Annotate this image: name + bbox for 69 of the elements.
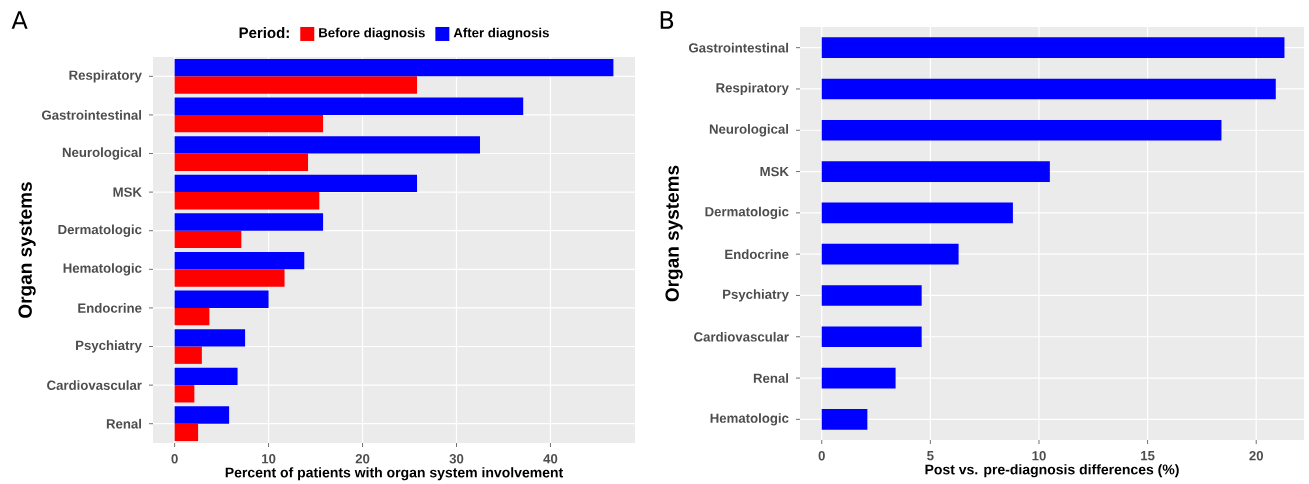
y-tick-label: MSK [113,187,142,197]
bar [821,409,868,430]
y-axis-title: Organ systems [18,182,36,318]
y-tick-label: Dermatologic [58,224,142,237]
bar [174,114,324,133]
bar [174,174,418,193]
bar [174,367,238,386]
bar [174,385,195,403]
bar [821,161,1050,182]
bar [174,192,320,210]
bar [821,119,1222,141]
bar [174,251,305,270]
y-tick-label: Gastrointestinal [688,42,788,53]
bar [821,37,1285,58]
bar [174,423,199,442]
y-tick-label: Endocrine [78,303,142,313]
bar [174,213,324,231]
bar [174,269,285,287]
x-axis-title: Post vs. pre-diagnosis differences (%) [925,464,1179,478]
legend-label: After diagnosis [453,27,549,41]
bar [821,202,1013,224]
x-tick-label: 20 [1249,451,1264,461]
y-tick-label: Respiratory [69,70,142,83]
x-axis-title: Percent of patients with organ system involvement [225,467,564,481]
y-tick-label: Hematologic [63,263,142,276]
y-tick-label: Hematologic [710,413,789,426]
bar [174,76,418,94]
y-tick-label: Dermatologic [705,206,789,220]
bar [821,367,896,389]
bar [821,78,1276,100]
chart-title: A [11,11,28,29]
y-tick-label: Psychiatry [76,340,142,353]
x-tick-label: 30 [449,454,464,464]
bar [821,243,959,265]
y-tick-label: Cardiovascular [47,380,142,390]
y-tick-label: Neurological [62,147,142,160]
legend-title: Period: [239,27,289,39]
y-tick-label: MSK [760,166,789,177]
y-tick-label: Psychiatry [723,289,789,302]
y-tick-label: Respiratory [716,82,789,96]
bar [174,307,210,326]
legend-label: Before diagnosis [319,27,425,41]
chart-title: B [660,11,674,29]
y-tick-label: Renal [753,373,788,383]
bar [174,136,480,154]
x-tick-label: 15 [1141,451,1155,461]
bar [174,406,230,424]
bar [174,230,242,249]
y-tick-label: Neurological [709,124,789,137]
x-tick-label: 5 [927,451,934,461]
bar [821,326,922,348]
x-tick-label: 40 [543,454,558,464]
x-tick-label: 20 [355,454,370,464]
bar [821,285,922,306]
y-axis-title: Organ systems [665,165,683,302]
y-tick-label: Cardiovascular [694,331,789,342]
x-tick-label: 0 [818,451,825,461]
y-tick-label: Endocrine [725,249,789,259]
bar [174,346,202,364]
x-tick-label: 10 [1032,451,1046,461]
bar [174,97,524,115]
bar [174,290,269,308]
x-tick-label: 10 [262,454,276,464]
bar [174,153,309,171]
y-tick-label: Gastrointestinal [41,110,142,120]
bar [174,58,614,77]
x-tick-label: 0 [171,454,178,464]
bar [174,329,246,347]
y-tick-label: Renal [106,418,141,429]
